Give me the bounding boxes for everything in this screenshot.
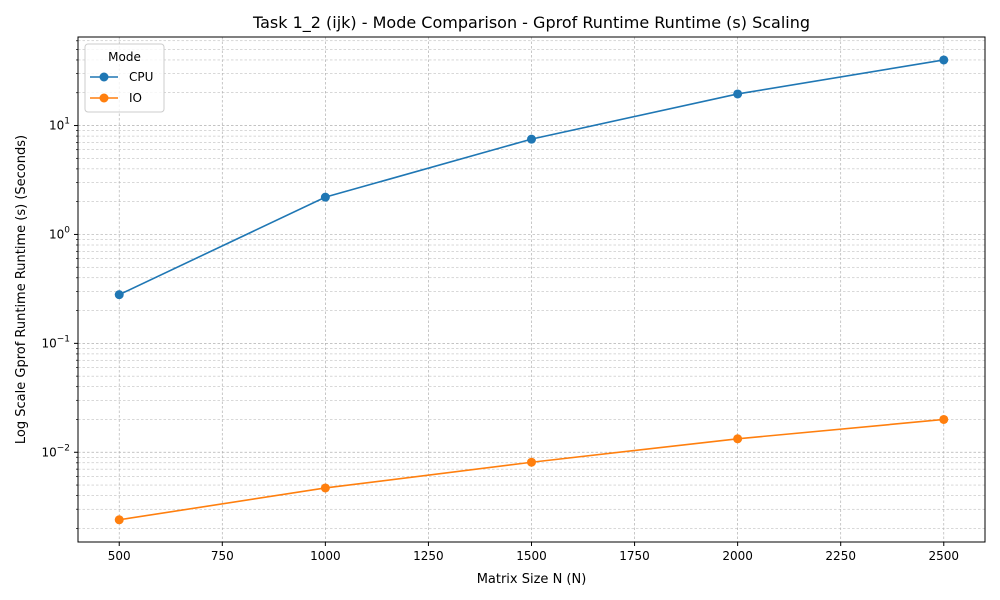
- y-tick-label: 10−2: [41, 443, 70, 459]
- series-io: [114, 414, 949, 525]
- x-tick-label: 2000: [722, 549, 753, 563]
- data-point-cpu: [939, 55, 949, 65]
- series-cpu: [114, 55, 949, 300]
- legend-swatch-marker: [99, 93, 109, 103]
- legend-item-cpu: CPU: [90, 70, 153, 84]
- legend-label: CPU: [129, 70, 153, 84]
- legend-item-io: IO: [90, 91, 142, 105]
- y-tick-label: 100: [49, 225, 70, 241]
- legend-label: IO: [129, 91, 142, 105]
- data-point-cpu: [114, 290, 124, 300]
- y-axis-ticks: 10−2 10−1 100 101: [41, 40, 78, 529]
- series-layer: [114, 55, 949, 525]
- x-tick-label: 1750: [619, 549, 650, 563]
- x-tick-label: 2500: [928, 549, 959, 563]
- data-point-cpu: [320, 192, 330, 202]
- data-point-io: [527, 457, 536, 467]
- legend: Mode CPU IO: [84, 43, 165, 113]
- x-tick-label: 1500: [516, 549, 547, 563]
- y-tick-label: 101: [49, 117, 70, 133]
- data-point-io: [114, 515, 124, 525]
- data-point-io: [733, 434, 743, 444]
- data-point-io: [939, 414, 949, 424]
- x-tick-label: 2250: [825, 549, 856, 563]
- chart-title: Task 1_2 (ijk) - Mode Comparison - Gprof…: [252, 13, 810, 33]
- data-point-io: [320, 483, 330, 493]
- data-point-cpu: [527, 134, 536, 144]
- x-tick-label: 500: [108, 549, 131, 563]
- legend-title: Mode: [108, 50, 141, 64]
- x-axis-label: Matrix Size N (N): [477, 572, 587, 587]
- x-axis-ticks: 500 750 1000 1250 1500 1750 2000 2250 2500: [108, 542, 959, 563]
- x-tick-label: 1000: [310, 549, 341, 563]
- y-axis-label: Log Scale Gprof Runtime Runtime (s) (Sec…: [14, 135, 29, 444]
- y-tick-label: 10−1: [41, 334, 70, 350]
- legend-swatch-marker: [99, 72, 109, 82]
- data-point-cpu: [733, 89, 743, 99]
- x-tick-label: 750: [211, 549, 234, 563]
- x-tick-label: 1250: [413, 549, 444, 563]
